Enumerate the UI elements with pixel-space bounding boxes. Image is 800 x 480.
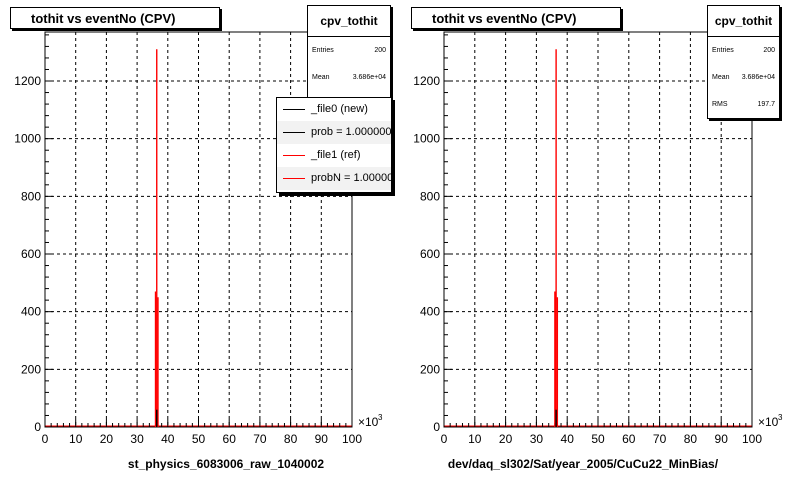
- chart-title-left: tothit vs eventNo (CPV): [10, 7, 220, 29]
- x-tick-label: 80: [284, 432, 298, 446]
- legend: _file0 (new) prob = 1.000000 _file1 (ref…: [276, 97, 392, 193]
- x-tick-label: 10: [69, 432, 83, 446]
- x-tick-label: 30: [530, 432, 544, 446]
- y-tick-label: 0: [433, 420, 440, 434]
- stats-value: 200: [374, 47, 386, 54]
- x-tick-label: 50: [591, 432, 605, 446]
- legend-entry: probN = 1.000000: [311, 172, 392, 184]
- x-tick-label: 70: [253, 432, 267, 446]
- stats-name: cpv_tothit: [308, 6, 390, 37]
- x-axis-multiplier-exponent: 3: [378, 413, 383, 422]
- x-tick-label: 0: [441, 432, 448, 446]
- stats-box-right: cpv_tothit Entries 200 Mean 3.686e+04 RMS 1…: [707, 5, 780, 119]
- y-tick-label: 1000: [14, 132, 41, 146]
- y-tick-label: 1000: [413, 132, 440, 146]
- legend-swatch: [283, 155, 305, 156]
- stats-value: 200: [763, 47, 775, 54]
- x-tick-label: 60: [622, 432, 636, 446]
- plot-frame: [44, 31, 353, 428]
- x-tick-label: 80: [684, 432, 698, 446]
- stats-value: 197.7: [757, 101, 775, 108]
- stats-label: RMS: [712, 101, 728, 108]
- y-tick-label: 1200: [413, 74, 440, 88]
- x-tick-label: 30: [130, 432, 144, 446]
- legend-swatch: [283, 132, 305, 133]
- stats-value: 3.686e+04: [352, 74, 386, 81]
- y-tick-label: 400: [420, 305, 440, 319]
- y-tick-label: 600: [420, 247, 440, 261]
- x-tick-label: 40: [561, 432, 575, 446]
- legend-entry: _file1 (ref): [311, 149, 361, 161]
- x-tick-label: 70: [653, 432, 667, 446]
- x-tick-label: 90: [315, 432, 329, 446]
- stats-name: cpv_tothit: [708, 6, 779, 37]
- legend-swatch: [283, 109, 305, 110]
- stats-label: Mean: [712, 74, 730, 81]
- x-tick-label: 100: [742, 432, 762, 446]
- legend-entry: prob = 1.000000: [311, 126, 392, 138]
- stats-label: Entries: [712, 47, 734, 54]
- legend-entry: _file0 (new): [311, 103, 368, 115]
- x-axis-label: dev/daq_sl302/Sat/year_2005/CuCu22_MinBi…: [448, 457, 719, 471]
- stats-label: Mean: [312, 74, 330, 81]
- y-tick-label: 0: [34, 420, 41, 434]
- x-tick-label: 10: [468, 432, 482, 446]
- y-tick-label: 800: [420, 189, 440, 203]
- chart-title-right: tothit vs eventNo (CPV): [411, 7, 621, 29]
- x-axis-multiplier: ×10: [758, 415, 779, 429]
- y-tick-label: 800: [21, 189, 41, 203]
- stats-label: Entries: [312, 47, 334, 54]
- plot-frame: [443, 31, 753, 428]
- x-tick-label: 90: [715, 432, 729, 446]
- x-tick-label: 20: [499, 432, 513, 446]
- y-tick-label: 1200: [14, 74, 41, 88]
- x-tick-label: 60: [223, 432, 237, 446]
- x-axis-label: st_physics_6083006_raw_1040002: [128, 457, 324, 471]
- y-tick-label: 200: [420, 362, 440, 376]
- x-tick-label: 0: [42, 432, 49, 446]
- legend-swatch: [283, 178, 305, 179]
- x-axis-multiplier-exponent: 3: [778, 413, 783, 422]
- y-tick-label: 400: [21, 305, 41, 319]
- y-tick-label: 200: [21, 362, 41, 376]
- x-tick-label: 100: [342, 432, 362, 446]
- x-tick-label: 40: [161, 432, 175, 446]
- stats-box-left: cpv_tothit Entries 200 Mean 3.686e+04: [307, 5, 391, 101]
- x-axis-multiplier: ×10: [358, 415, 379, 429]
- stats-value: 3.686e+04: [741, 74, 775, 81]
- y-tick-label: 600: [21, 247, 41, 261]
- x-tick-label: 50: [192, 432, 206, 446]
- x-tick-label: 20: [100, 432, 114, 446]
